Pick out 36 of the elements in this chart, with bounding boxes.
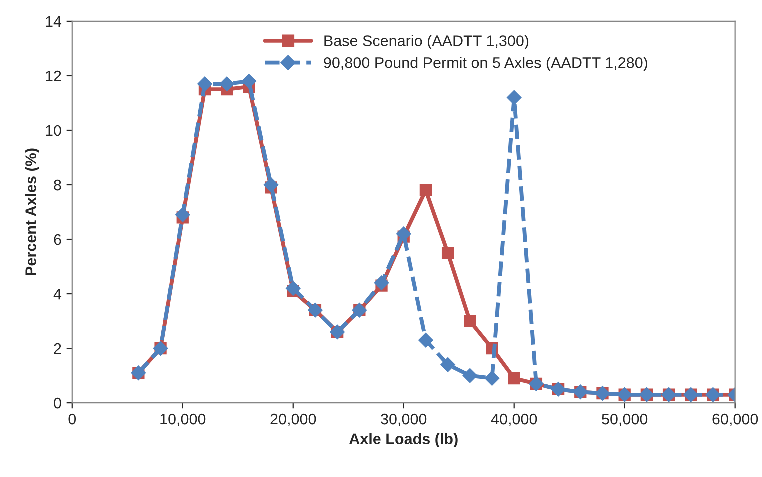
x-tick-label: 50,000 — [602, 414, 648, 427]
point — [242, 74, 257, 89]
x-tick-label: 20,000 — [270, 414, 316, 427]
point — [442, 247, 454, 260]
x-tick-label: 60,000 — [712, 414, 758, 427]
y-tick-label: 6 — [54, 234, 62, 246]
x-tick-label: 0 — [68, 414, 76, 425]
y-tick-label: 8 — [54, 180, 62, 191]
x-tick-label: 40,000 — [491, 414, 538, 427]
legend-label: Base Scenario (AADTT 1,300) — [324, 35, 529, 50]
y-tick-label: 14 — [46, 16, 62, 27]
point — [508, 372, 520, 385]
point — [175, 208, 190, 222]
legend-label: 90,800 Pound Permit on 5 Axles (AADTT 1,280) — [324, 57, 648, 72]
point — [462, 368, 478, 384]
y-tick-label: 0 — [54, 398, 62, 409]
y-tick-label: 2 — [54, 343, 62, 354]
point — [464, 315, 476, 328]
point — [484, 371, 500, 386]
point — [220, 76, 234, 92]
point — [418, 332, 434, 348]
point — [396, 226, 412, 242]
point — [286, 281, 301, 296]
y-tick-label: 10 — [46, 125, 62, 136]
point — [264, 178, 279, 192]
x-axis-title: Axle Loads (lb) — [349, 433, 458, 448]
y-tick-label: 12 — [46, 70, 62, 82]
y-axis-title: Percent Axles (%) — [25, 148, 40, 276]
point — [420, 184, 432, 197]
point — [198, 76, 212, 92]
point — [506, 90, 522, 106]
x-tick-label: 10,000 — [160, 414, 206, 427]
point — [374, 276, 390, 291]
x-tick-label: 30,000 — [381, 414, 427, 427]
point — [440, 358, 456, 372]
y-tick-label: 4 — [54, 289, 62, 300]
